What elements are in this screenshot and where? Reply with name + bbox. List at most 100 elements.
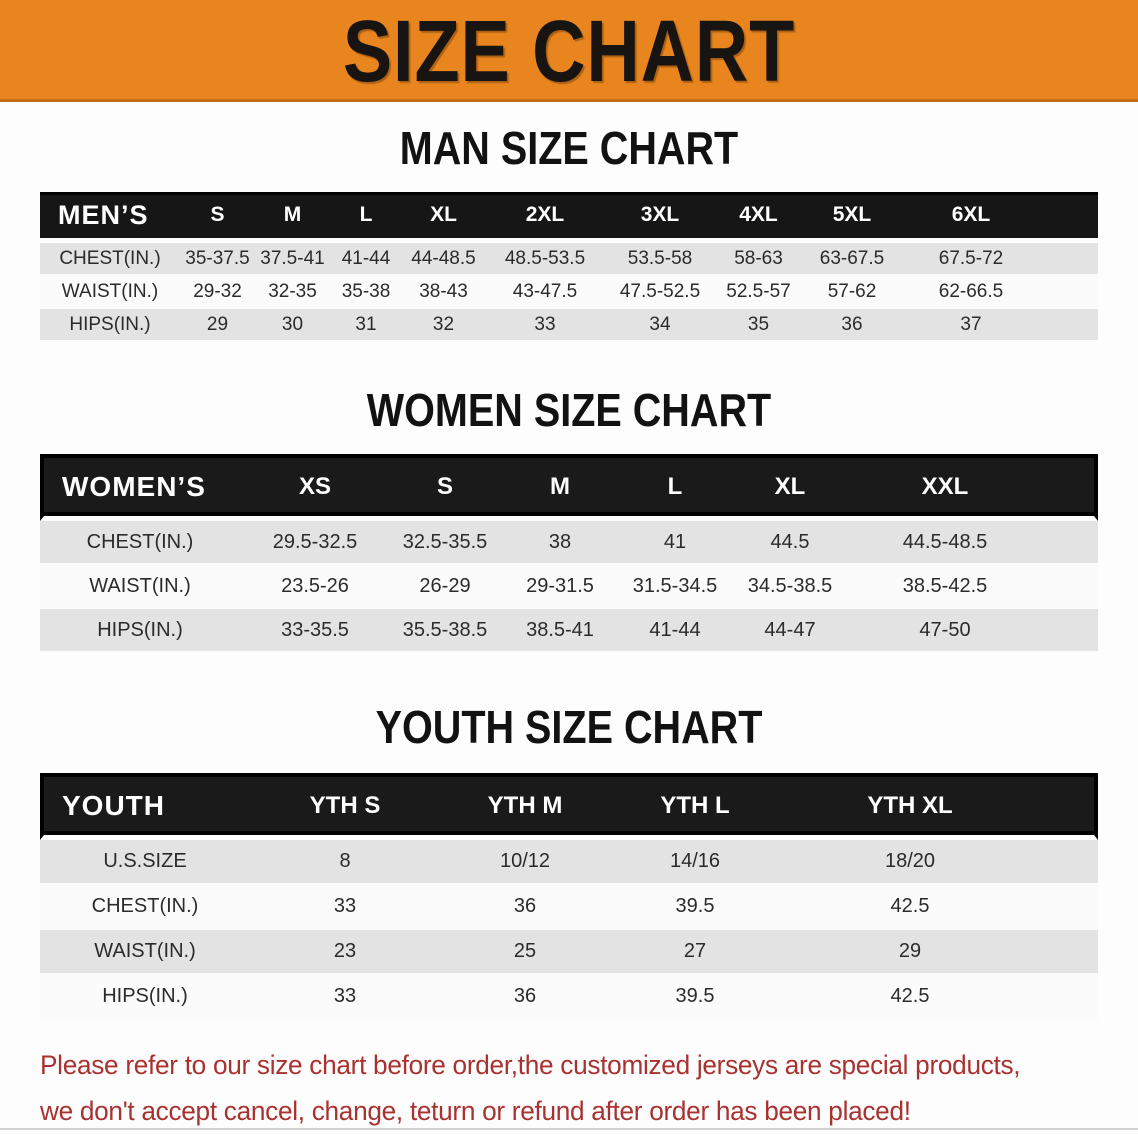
size-column-header: XL bbox=[730, 454, 850, 521]
header-spacer bbox=[1040, 773, 1098, 840]
size-value-cell: 32.5-35.5 bbox=[390, 521, 500, 565]
notice-line-1: Please refer to our size chart before or… bbox=[40, 1050, 1021, 1080]
size-value-cell: 35-38 bbox=[330, 276, 402, 309]
header-row: YOUTH YTH S YTH M YTH L YTH XL bbox=[40, 773, 1098, 840]
size-value-cell: 52.5-57 bbox=[715, 276, 802, 309]
size-value-cell: 53.5-58 bbox=[605, 243, 715, 276]
sections-container: MAN SIZE CHART MEN’S S M L XL 2XL 3XL 4XL 5XL 6XL C… bbox=[0, 122, 1138, 1020]
row-spacer bbox=[1040, 840, 1098, 885]
table-row: HIPS(IN.) 33-35.5 35.5-38.5 38.5-41 41-44 44-… bbox=[40, 609, 1098, 653]
header-spacer bbox=[1040, 454, 1098, 521]
size-value-cell: 32-35 bbox=[255, 276, 330, 309]
size-column-header: L bbox=[620, 454, 730, 521]
table-row: CHEST(IN.) 33 36 39.5 42.5 bbox=[40, 885, 1098, 930]
size-value-cell: 30 bbox=[255, 309, 330, 342]
table-corner-label: WOMEN’S bbox=[40, 454, 240, 521]
size-value-cell: 35.5-38.5 bbox=[390, 609, 500, 653]
size-value-cell: 63-67.5 bbox=[802, 243, 902, 276]
size-value-cell: 10/12 bbox=[440, 840, 610, 885]
size-value-cell: 14/16 bbox=[610, 840, 780, 885]
section-heading-mens: MAN SIZE CHART bbox=[399, 122, 739, 174]
size-value-cell: 37.5-41 bbox=[255, 243, 330, 276]
row-spacer bbox=[1040, 243, 1098, 276]
size-value-cell: 34 bbox=[605, 309, 715, 342]
section-heading-youth: YOUTH SIZE CHART bbox=[375, 701, 763, 753]
size-value-cell: 29-32 bbox=[180, 276, 255, 309]
size-column-header: M bbox=[500, 454, 620, 521]
table-row: WAIST(IN.) 23 25 27 29 bbox=[40, 930, 1098, 975]
table-row: CHEST(IN.) 29.5-32.5 32.5-35.5 38 41 44.5 44.5… bbox=[40, 521, 1098, 565]
row-label: HIPS(IN.) bbox=[40, 309, 180, 342]
size-column-header: 2XL bbox=[485, 192, 605, 243]
size-column-header: XXL bbox=[850, 454, 1040, 521]
size-value-cell: 41 bbox=[620, 521, 730, 565]
size-column-header: 4XL bbox=[715, 192, 802, 243]
header-row: MEN’S S M L XL 2XL 3XL 4XL 5XL 6XL bbox=[40, 192, 1098, 243]
table-row: WAIST(IN.) 23.5-26 26-29 29-31.5 31.5-34.5 34… bbox=[40, 565, 1098, 609]
row-spacer bbox=[1040, 309, 1098, 342]
size-value-cell: 48.5-53.5 bbox=[485, 243, 605, 276]
size-value-cell: 37 bbox=[902, 309, 1040, 342]
size-value-cell: 38.5-42.5 bbox=[850, 565, 1040, 609]
size-value-cell: 36 bbox=[440, 885, 610, 930]
size-value-cell: 29-31.5 bbox=[500, 565, 620, 609]
size-column-header: XL bbox=[402, 192, 485, 243]
size-value-cell: 35 bbox=[715, 309, 802, 342]
size-value-cell: 33 bbox=[250, 975, 440, 1020]
row-label: HIPS(IN.) bbox=[40, 975, 250, 1020]
size-value-cell: 25 bbox=[440, 930, 610, 975]
size-value-cell: 31 bbox=[330, 309, 402, 342]
size-value-cell: 44-48.5 bbox=[402, 243, 485, 276]
size-table-mens: MEN’S S M L XL 2XL 3XL 4XL 5XL 6XL CHEST(IN.) 35-37… bbox=[40, 192, 1098, 342]
size-value-cell: 36 bbox=[440, 975, 610, 1020]
size-value-cell: 36 bbox=[802, 309, 902, 342]
size-value-cell: 41-44 bbox=[620, 609, 730, 653]
row-label: U.S.SIZE bbox=[40, 840, 250, 885]
size-table-womens: WOMEN’S XS S M L XL XXL CHEST(IN.) 29.5-32.5 32.5… bbox=[40, 454, 1098, 653]
size-value-cell: 34.5-38.5 bbox=[730, 565, 850, 609]
size-value-cell: 29.5-32.5 bbox=[240, 521, 390, 565]
size-value-cell: 18/20 bbox=[780, 840, 1040, 885]
size-value-cell: 26-29 bbox=[390, 565, 500, 609]
size-value-cell: 57-62 bbox=[802, 276, 902, 309]
size-value-cell: 41-44 bbox=[330, 243, 402, 276]
size-value-cell: 58-63 bbox=[715, 243, 802, 276]
size-column-header: 6XL bbox=[902, 192, 1040, 243]
size-value-cell: 44-47 bbox=[730, 609, 850, 653]
size-value-cell: 32 bbox=[402, 309, 485, 342]
table-corner-label: YOUTH bbox=[40, 773, 250, 840]
header-row: WOMEN’S XS S M L XL XXL bbox=[40, 454, 1098, 521]
size-column-header: YTH S bbox=[250, 773, 440, 840]
size-value-cell: 23 bbox=[250, 930, 440, 975]
row-label: HIPS(IN.) bbox=[40, 609, 240, 653]
row-spacer bbox=[1040, 885, 1098, 930]
order-notice: Please refer to our size chart before or… bbox=[40, 1042, 1138, 1134]
size-value-cell: 31.5-34.5 bbox=[620, 565, 730, 609]
table-row: U.S.SIZE 8 10/12 14/16 18/20 bbox=[40, 840, 1098, 885]
size-value-cell: 42.5 bbox=[780, 975, 1040, 1020]
section-mens: MAN SIZE CHART MEN’S S M L XL 2XL 3XL 4XL 5XL 6XL C… bbox=[0, 122, 1138, 342]
size-column-header: S bbox=[180, 192, 255, 243]
section-heading-womens: WOMEN SIZE CHART bbox=[366, 384, 772, 436]
size-value-cell: 43-47.5 bbox=[485, 276, 605, 309]
size-value-cell: 33-35.5 bbox=[240, 609, 390, 653]
size-value-cell: 35-37.5 bbox=[180, 243, 255, 276]
row-spacer bbox=[1040, 975, 1098, 1020]
table-row: CHEST(IN.) 35-37.5 37.5-41 41-44 44-48.5 48.5… bbox=[40, 243, 1098, 276]
size-column-header: S bbox=[390, 454, 500, 521]
size-value-cell: 44.5-48.5 bbox=[850, 521, 1040, 565]
row-label: WAIST(IN.) bbox=[40, 565, 240, 609]
row-label: CHEST(IN.) bbox=[40, 521, 240, 565]
size-value-cell: 67.5-72 bbox=[902, 243, 1040, 276]
row-label: CHEST(IN.) bbox=[40, 885, 250, 930]
notice-line-2: we don't accept cancel, change, teturn o… bbox=[40, 1096, 911, 1126]
row-spacer bbox=[1040, 565, 1098, 609]
size-value-cell: 62-66.5 bbox=[902, 276, 1040, 309]
row-spacer bbox=[1040, 930, 1098, 975]
size-value-cell: 44.5 bbox=[730, 521, 850, 565]
size-column-header: YTH XL bbox=[780, 773, 1040, 840]
header-spacer bbox=[1040, 192, 1098, 243]
table-row: HIPS(IN.) 33 36 39.5 42.5 bbox=[40, 975, 1098, 1020]
size-value-cell: 29 bbox=[780, 930, 1040, 975]
section-womens: WOMEN SIZE CHART WOMEN’S XS S M L XL XXL CHEST(I… bbox=[0, 384, 1138, 653]
